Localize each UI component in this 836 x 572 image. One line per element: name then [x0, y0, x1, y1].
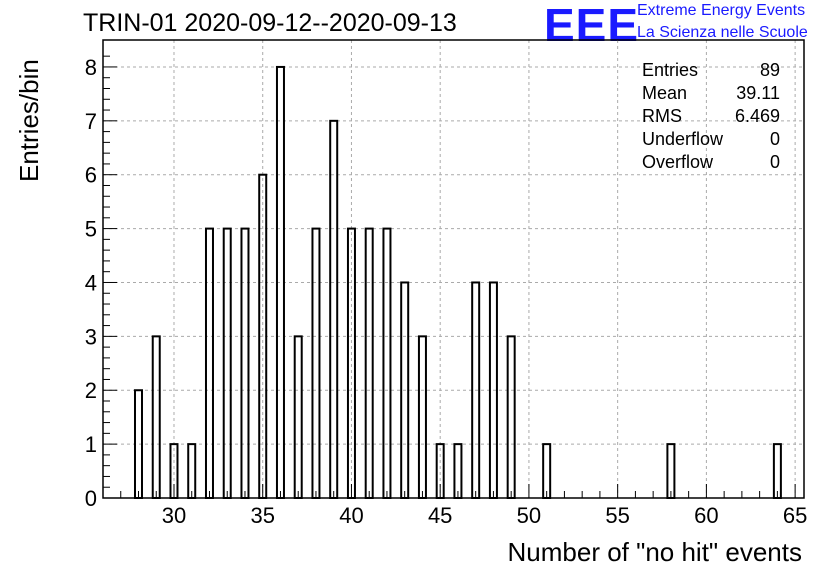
- histogram-bar: [204, 227, 214, 500]
- stat-value: 0: [769, 129, 780, 149]
- x-tick-label: 60: [694, 503, 718, 528]
- y-tick-label: 1: [85, 432, 97, 457]
- histogram-bar: [666, 443, 676, 499]
- x-axis-label: Number of "no hit" events: [507, 537, 803, 567]
- histogram-bar: [240, 227, 250, 500]
- y-tick-label: 2: [85, 378, 97, 403]
- stat-label: Underflow: [642, 129, 724, 149]
- histogram-bar: [772, 443, 782, 499]
- x-tick-label: 35: [250, 503, 274, 528]
- x-tick-label: 65: [783, 503, 807, 528]
- histogram-bar: [364, 227, 374, 500]
- y-tick-label: 5: [85, 217, 97, 242]
- logo-subtitle-line1: Extreme Energy Events: [637, 2, 806, 19]
- histogram-bar: [542, 443, 552, 499]
- x-tick-label: 45: [428, 503, 452, 528]
- histogram-bar: [187, 443, 197, 499]
- stat-row-underflow: Underflow 0: [642, 129, 780, 152]
- y-tick-label: 4: [85, 270, 97, 295]
- histogram-bar: [453, 443, 463, 499]
- stat-row-overflow: Overflow 0: [642, 152, 780, 175]
- stat-label: Entries: [642, 60, 699, 80]
- stat-row-mean: Mean 39.11: [642, 83, 780, 106]
- x-tick-label: 50: [517, 503, 541, 528]
- stat-value: 6.469: [734, 106, 780, 126]
- histogram-bar: [293, 335, 303, 499]
- y-axis-label: Entries/bin: [14, 59, 44, 182]
- y-tick-label: 0: [85, 486, 97, 511]
- histogram-bar: [329, 119, 339, 500]
- histogram-bar: [311, 227, 321, 500]
- chart-title: TRIN-01 2020-09-12--2020-09-13: [83, 9, 457, 37]
- histogram-bar: [417, 335, 427, 499]
- stat-value: 0: [769, 152, 780, 172]
- y-tick-label: 3: [85, 324, 97, 349]
- stat-label: RMS: [642, 106, 682, 126]
- stat-value: 39.11: [736, 83, 780, 103]
- plot-frame: [102, 39, 805, 499]
- x-tick-label: 30: [162, 503, 186, 528]
- y-tick-label: 8: [85, 55, 97, 80]
- stat-label: Mean: [642, 83, 688, 103]
- y-tick-label: 7: [85, 109, 97, 134]
- x-tick-label: 40: [339, 503, 363, 528]
- stat-value: 89: [759, 60, 780, 80]
- histogram-bar: [382, 227, 392, 500]
- histogram-bar: [506, 335, 516, 499]
- histogram-bar: [151, 335, 161, 499]
- logo-subtitle-line2: La Scienza nelle Scuole: [637, 24, 808, 41]
- histogram-bar: [222, 227, 232, 500]
- stats-box: Entries 89 Mean 39.11 RMS 6.469 Underflo…: [642, 60, 780, 175]
- stat-label: Overflow: [642, 152, 714, 172]
- y-tick-label: 6: [85, 163, 97, 188]
- stat-row-rms: RMS 6.469: [642, 106, 780, 129]
- stat-row-entries: Entries 89: [642, 60, 780, 83]
- x-tick-label: 55: [605, 503, 629, 528]
